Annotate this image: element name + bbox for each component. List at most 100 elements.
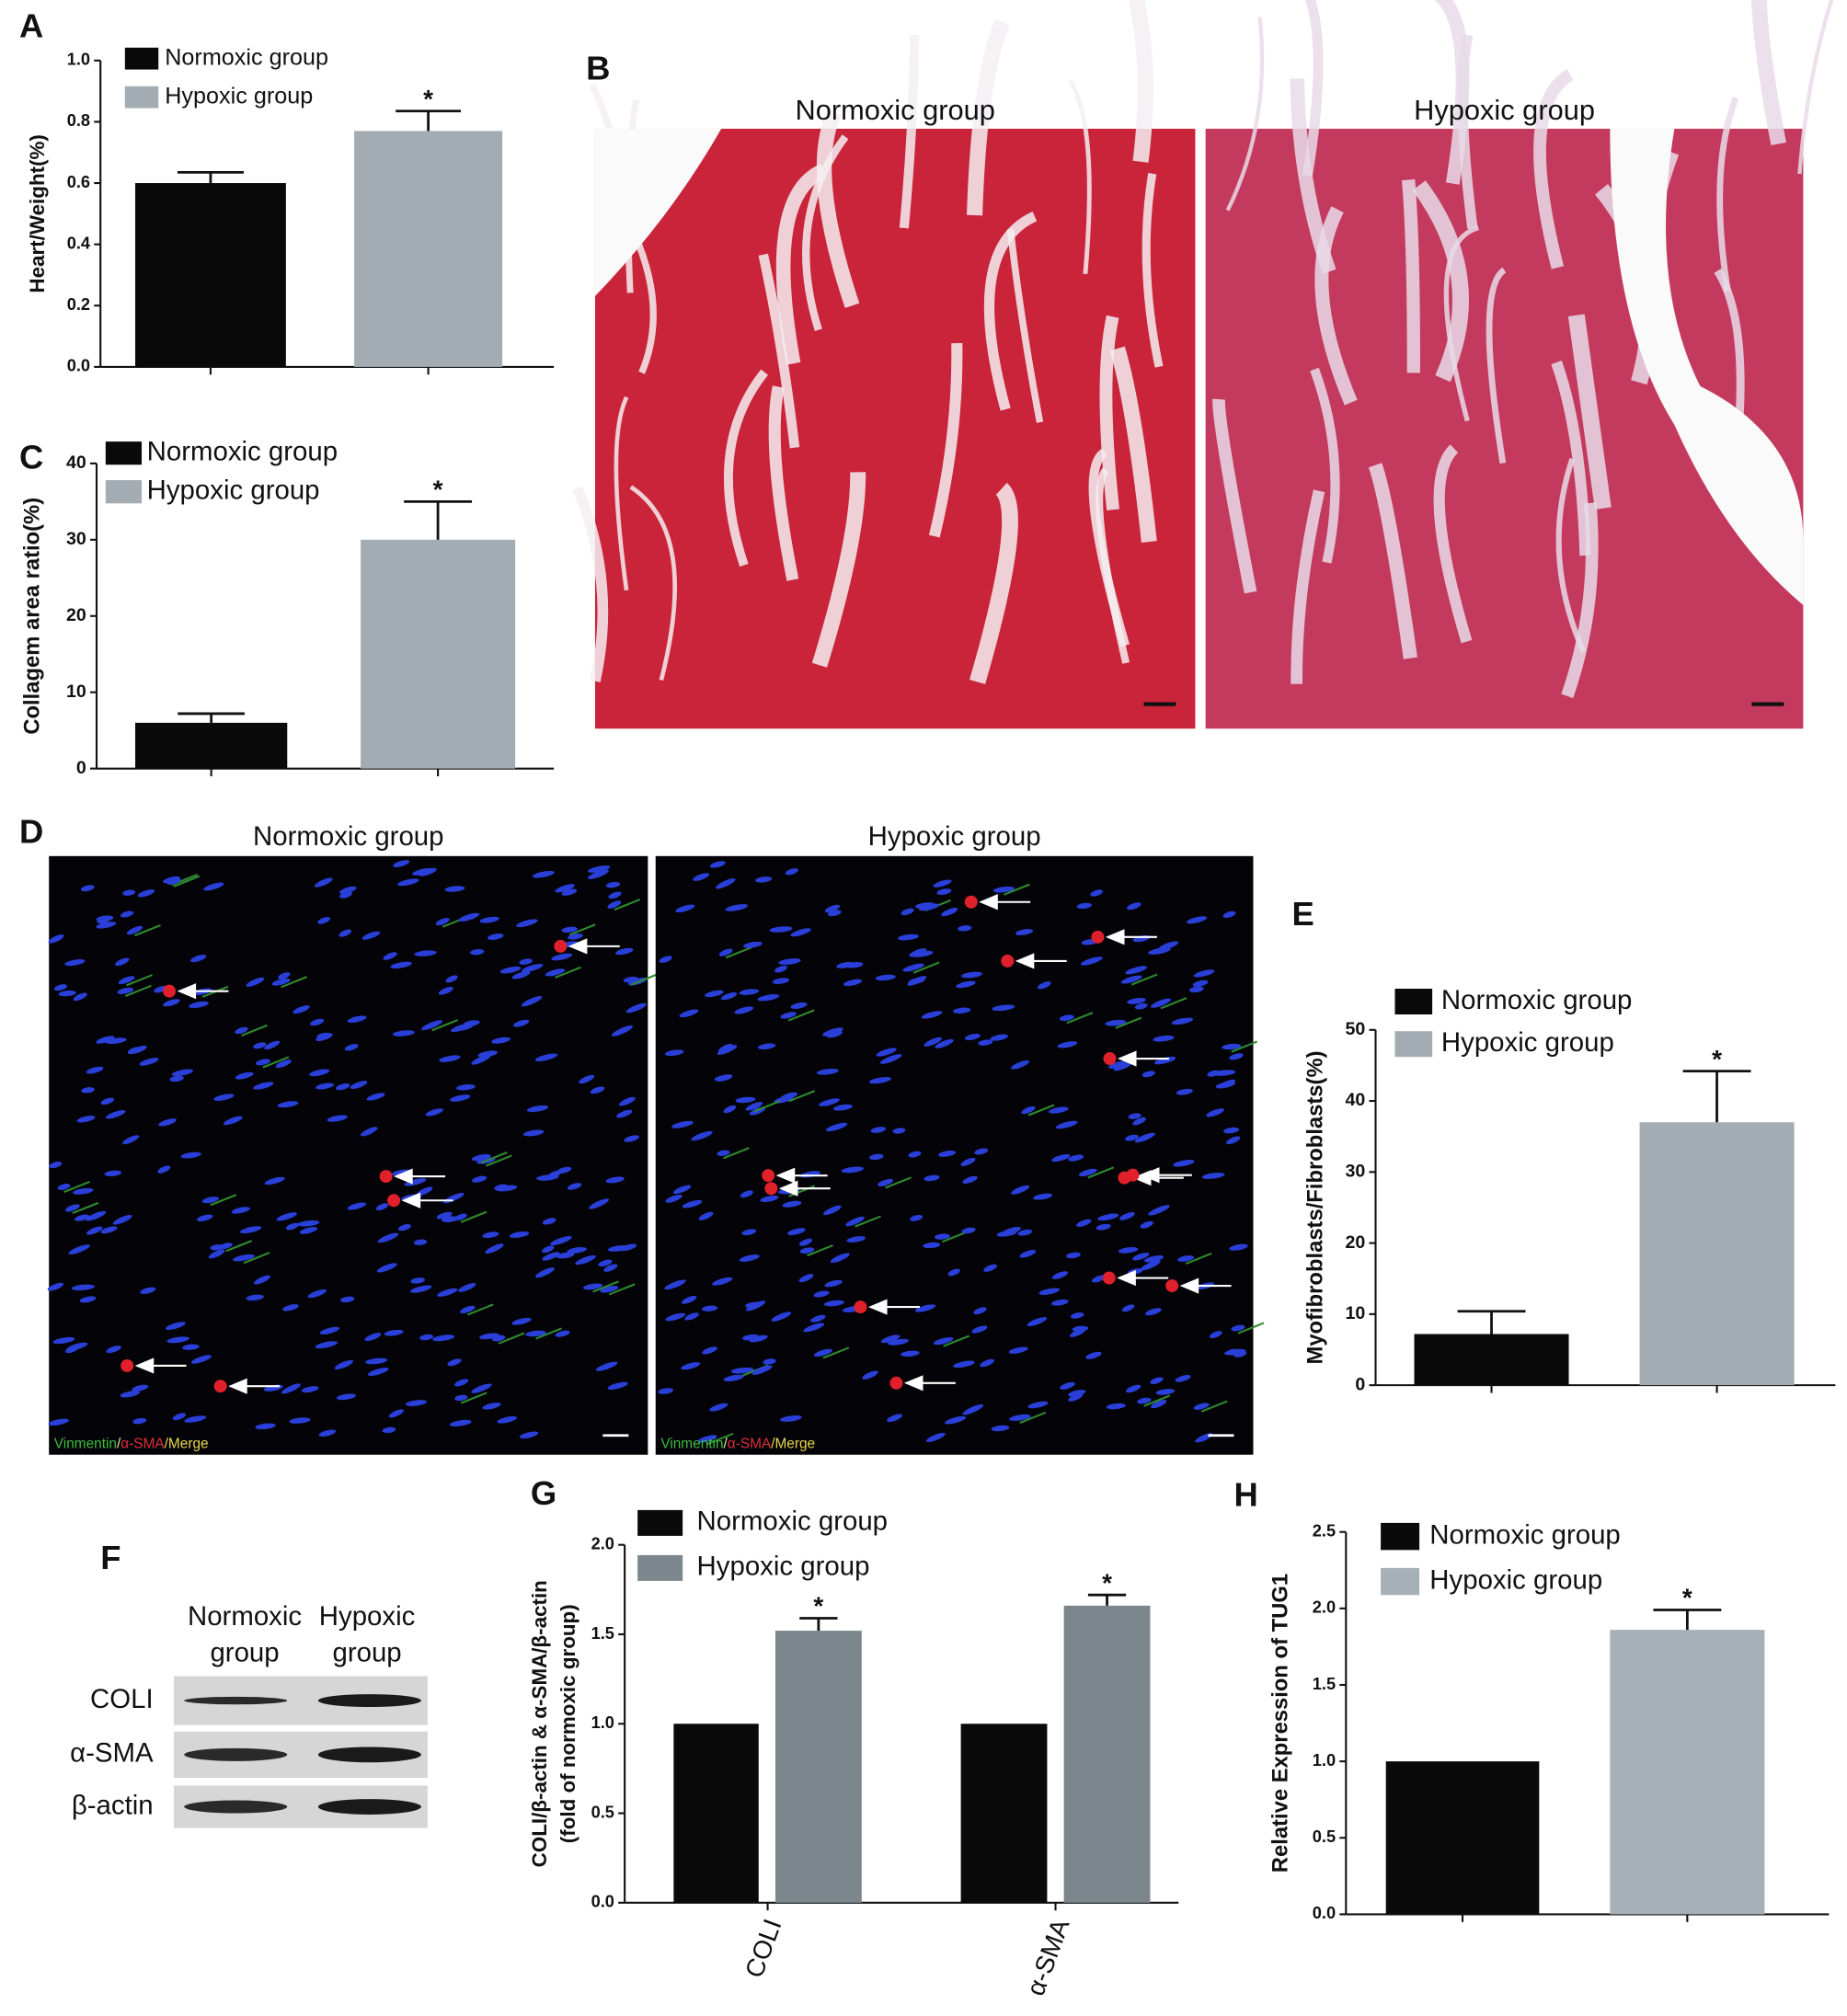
nucleus bbox=[360, 1127, 378, 1137]
nucleus bbox=[336, 1393, 356, 1401]
nucleus bbox=[588, 865, 611, 873]
nucleus bbox=[460, 1305, 476, 1314]
nucleus bbox=[285, 1222, 299, 1231]
nucleus bbox=[924, 1037, 942, 1047]
nucleus bbox=[568, 933, 583, 940]
nucleus bbox=[367, 1367, 389, 1376]
y-tick-label: 0 bbox=[76, 758, 86, 778]
nucleus bbox=[471, 1153, 491, 1162]
nucleus bbox=[365, 1357, 388, 1365]
fibre bbox=[124, 984, 152, 997]
nucleus bbox=[542, 1252, 560, 1261]
nucleus bbox=[774, 965, 787, 973]
nucleus bbox=[1143, 1254, 1164, 1263]
fibre bbox=[1115, 1016, 1142, 1029]
nucleus bbox=[182, 1344, 200, 1350]
nucleus bbox=[910, 1214, 924, 1221]
nucleus bbox=[870, 1127, 887, 1133]
nucleus bbox=[439, 1055, 461, 1062]
nucleus bbox=[659, 956, 672, 963]
nucleus bbox=[511, 970, 531, 979]
nucleus bbox=[723, 1105, 737, 1114]
nucleus bbox=[616, 1109, 633, 1118]
nucleus bbox=[961, 1227, 976, 1234]
nucleus bbox=[902, 963, 924, 972]
nucleus bbox=[49, 1162, 63, 1169]
nucleus bbox=[48, 1418, 69, 1426]
nucleus bbox=[48, 934, 64, 944]
nucleus bbox=[1201, 1173, 1225, 1179]
legend-label: Hypoxic group bbox=[697, 1552, 870, 1582]
cell bbox=[1165, 1279, 1179, 1293]
nucleus bbox=[534, 1053, 558, 1062]
nucleus bbox=[1068, 1154, 1084, 1162]
nucleus bbox=[933, 879, 952, 888]
nucleus bbox=[376, 1263, 397, 1273]
cell bbox=[762, 1169, 775, 1183]
caption-part: Vinmentin bbox=[660, 1437, 723, 1452]
nucleus bbox=[908, 1151, 922, 1158]
fibre bbox=[1237, 1322, 1265, 1334]
nucleus bbox=[499, 966, 522, 974]
fibre bbox=[725, 946, 752, 959]
nucleus bbox=[73, 992, 87, 1002]
nucleus bbox=[526, 1105, 549, 1113]
nucleus bbox=[619, 1243, 637, 1252]
legend-swatch bbox=[1394, 1031, 1433, 1058]
nucleus bbox=[1125, 966, 1148, 975]
nucleus bbox=[1132, 1117, 1146, 1126]
fibre bbox=[1185, 1252, 1212, 1266]
micrograph bbox=[655, 855, 1254, 1455]
nucleus bbox=[184, 1415, 207, 1423]
nucleus bbox=[536, 1174, 559, 1181]
nucleus bbox=[1153, 1056, 1176, 1065]
nucleus bbox=[112, 1215, 132, 1225]
nucleus bbox=[456, 1084, 476, 1091]
cell bbox=[554, 939, 568, 953]
nucleus bbox=[1085, 1351, 1102, 1359]
arrow bbox=[401, 1192, 453, 1208]
nucleus bbox=[953, 1007, 971, 1014]
nucleus bbox=[936, 888, 952, 895]
nucleus bbox=[1206, 1108, 1224, 1117]
nucleus bbox=[608, 891, 622, 899]
nucleus bbox=[413, 1239, 428, 1245]
nucleus bbox=[725, 904, 749, 911]
nucleus bbox=[803, 1323, 825, 1333]
y-axis-label: (fold of normoxic group) bbox=[556, 1604, 579, 1843]
nucleus bbox=[410, 1277, 426, 1284]
nucleus bbox=[65, 1204, 80, 1212]
nucleus bbox=[1068, 1393, 1084, 1402]
nucleus bbox=[208, 1249, 225, 1259]
nucleus bbox=[1175, 1374, 1191, 1382]
arrow bbox=[394, 1168, 446, 1185]
nucleus bbox=[823, 1205, 842, 1216]
fibre bbox=[912, 961, 940, 974]
nucleus bbox=[605, 881, 621, 888]
nucleus bbox=[579, 1074, 595, 1084]
bar bbox=[135, 722, 288, 769]
nucleus bbox=[717, 1150, 730, 1156]
nucleus bbox=[720, 992, 738, 1001]
nucleus bbox=[1113, 1061, 1132, 1071]
fibre bbox=[126, 974, 154, 987]
nucleus bbox=[201, 1197, 220, 1204]
nucleus bbox=[190, 1355, 212, 1364]
y-tick-label: 0.0 bbox=[67, 357, 90, 375]
nucleus bbox=[139, 1058, 159, 1066]
nucleus bbox=[203, 882, 224, 891]
nucleus bbox=[254, 1275, 270, 1285]
y-axis-label: Relative Expression of TUG1 bbox=[1268, 1574, 1293, 1873]
nucleus bbox=[1223, 1127, 1240, 1134]
nucleus bbox=[751, 1365, 773, 1375]
arrow bbox=[1140, 1167, 1192, 1184]
nucleus bbox=[555, 1330, 570, 1337]
nucleus bbox=[410, 1285, 432, 1293]
nucleus bbox=[1215, 1081, 1235, 1089]
nucleus bbox=[681, 1362, 701, 1370]
nucleus bbox=[172, 1413, 186, 1421]
nucleus bbox=[693, 873, 710, 881]
nucleus bbox=[746, 1300, 766, 1312]
y-tick-label: 0.0 bbox=[1313, 1904, 1336, 1922]
